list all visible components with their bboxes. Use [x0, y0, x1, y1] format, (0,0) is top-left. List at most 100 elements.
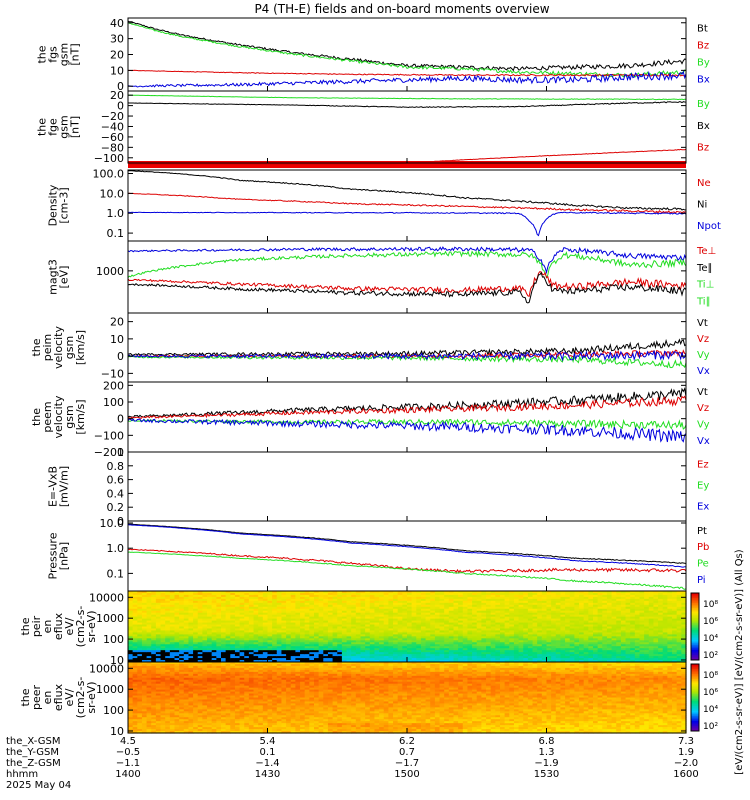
spectrogram-cell: [481, 608, 487, 612]
spectrogram-cell: [513, 638, 520, 641]
spectrogram-cell: [169, 685, 176, 689]
spectrogram-cell: [155, 721, 162, 724]
spectrogram-cell: [425, 642, 431, 645]
spectrogram-cell: [569, 660, 575, 663]
spectrogram-cell: [193, 612, 199, 616]
spectrogram-cell: [207, 632, 213, 635]
spectrogram-cell: [244, 632, 250, 635]
spectrogram-cell: [583, 624, 589, 628]
spectrogram-cell: [202, 660, 208, 663]
spectrogram-cell: [681, 656, 687, 659]
spectrogram-cell: [588, 596, 594, 600]
spectrogram-cell: [230, 630, 236, 634]
y-axis-label: (cm2-s-: [74, 606, 87, 648]
spectrogram-cell: [416, 598, 422, 602]
spectrogram-cell: [221, 594, 227, 598]
spectrogram-cell: [504, 598, 510, 602]
spectrogram-cell: [211, 592, 217, 596]
spectrogram-cell: [230, 604, 236, 608]
y-axis-label: eV/: [63, 617, 76, 635]
spectrogram-cell: [230, 610, 236, 614]
spectrogram-cell: [467, 638, 473, 641]
spectrogram-cell: [323, 591, 329, 594]
spectrogram-cell: [169, 689, 176, 693]
spectrogram-cell: [141, 667, 148, 671]
spectrogram-cell: [151, 606, 157, 610]
spectrogram-cell: [620, 640, 627, 643]
spectrogram-cell: [630, 658, 636, 661]
spectrogram-cell: [639, 634, 645, 637]
spectrogram-cell: [272, 660, 278, 663]
spectrogram-cell: [644, 654, 650, 657]
spectrogram-cell: [318, 630, 324, 634]
spectrogram-cell: [667, 606, 673, 610]
spectrogram-cell: [411, 628, 417, 632]
spectrogram-cell: [155, 673, 162, 677]
spectrogram-cell: [169, 632, 176, 635]
spectrogram-cell: [146, 703, 152, 706]
spectrogram-cell: [234, 612, 241, 616]
spectrogram-cell: [444, 606, 450, 610]
spectrogram-cell: [560, 610, 566, 614]
spectrogram-cell: [481, 618, 487, 622]
spectrogram-cell: [165, 642, 171, 645]
spectrogram-cell: [272, 658, 278, 661]
spectrogram-cell: [174, 636, 180, 639]
spectrogram-cell: [653, 592, 659, 596]
spectrogram-cell: [458, 648, 464, 651]
spectrogram-cell: [602, 628, 608, 632]
spectrogram-cell: [295, 594, 301, 598]
spectrogram-cell: [495, 628, 501, 632]
spectrogram-cell: [532, 638, 538, 641]
spectrogram-cell: [644, 632, 650, 635]
spectrogram-cell: [146, 606, 152, 610]
spectrogram-cell: [444, 632, 450, 635]
spectrogram-cell: [211, 642, 217, 645]
spectrogram-cell: [402, 598, 408, 602]
spectrogram-cell: [611, 596, 617, 600]
spectrogram-cell: [430, 608, 436, 612]
spectrogram-cell: [165, 679, 171, 683]
spectrogram-cell: [174, 701, 180, 705]
spectrogram-cell: [425, 638, 431, 641]
spectrogram-cell: [327, 630, 334, 634]
spectrogram-cell: [518, 624, 524, 628]
spectrogram-cell: [262, 646, 269, 649]
spectrogram-cell: [341, 642, 348, 645]
spectrogram-cell: [616, 604, 622, 608]
spectrogram-cell: [197, 620, 203, 624]
spectrogram-cell: [132, 691, 138, 695]
spectrogram-cell: [644, 612, 650, 616]
spectrogram-cell: [602, 630, 608, 634]
spectrogram-cell: [672, 606, 678, 610]
spectrogram-cell: [128, 697, 134, 701]
spectrogram-cell: [253, 630, 259, 634]
spectrogram-cell: [388, 596, 394, 600]
spectrogram-cell: [174, 683, 180, 687]
spectrogram-cell: [193, 636, 199, 639]
spectrogram-cell: [611, 598, 617, 602]
spectrogram-cell: [337, 624, 343, 628]
spectrogram-cell: [648, 642, 655, 645]
spectrogram-cell: [388, 622, 394, 626]
spectrogram-cell: [132, 612, 138, 616]
spectrogram-cell: [169, 667, 176, 671]
spectrogram-cell: [137, 679, 143, 683]
spectrogram-cell: [327, 608, 334, 612]
spectrogram-cell: [179, 701, 185, 705]
spectrogram-cell: [490, 632, 496, 635]
spectrogram-cell: [155, 626, 162, 630]
spectrogram-cell: [448, 606, 455, 610]
spectrogram-cell: [332, 656, 338, 659]
spectrogram-cell: [402, 654, 408, 657]
spectrogram-cell: [434, 592, 441, 596]
spectrogram-cell: [151, 711, 157, 714]
spectrogram-cell: [425, 610, 431, 614]
spectrogram-cell: [509, 644, 515, 647]
spectrogram-cell: [644, 660, 650, 663]
spectrogram-cell: [448, 660, 455, 663]
spectrogram-cell: [374, 646, 380, 649]
spectrogram-cell: [597, 652, 603, 655]
series-Vx: [127, 350, 687, 362]
spectrogram-cell: [286, 616, 292, 620]
